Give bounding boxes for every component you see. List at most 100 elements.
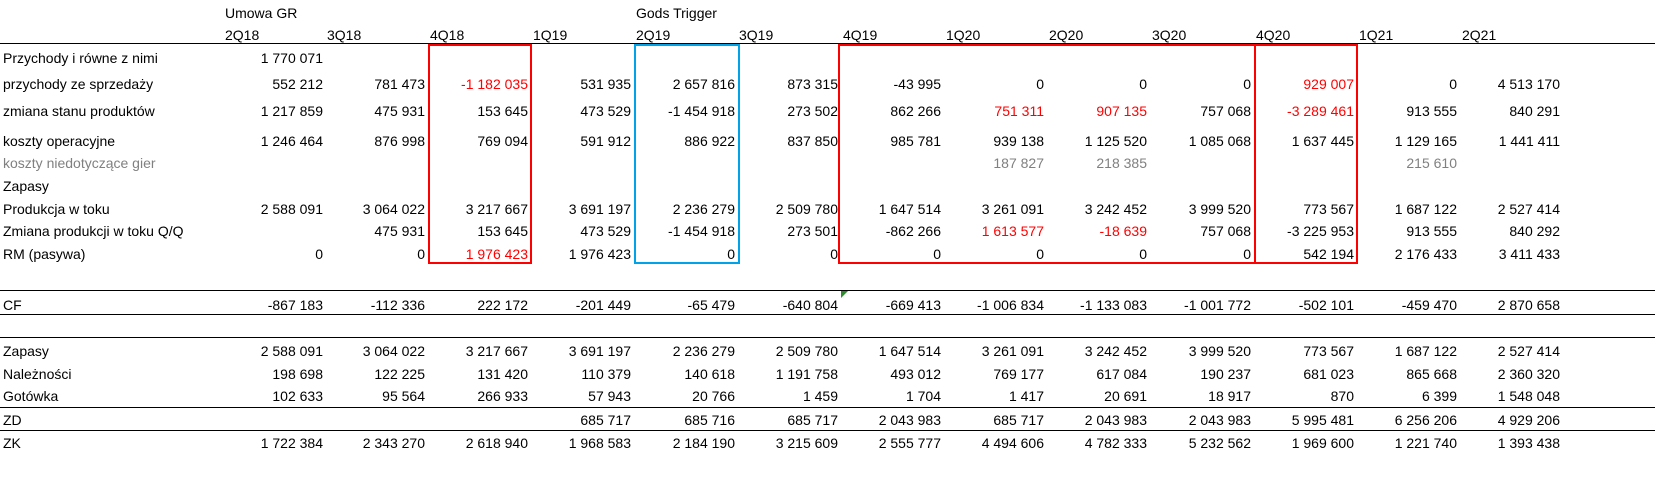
cell-zd-4Q19: 2 043 983: [878, 412, 941, 428]
cell-rm-pasywa-4Q18: 1 976 423: [465, 246, 528, 262]
cell-przychody-sprzedazy-1Q19: 531 935: [580, 76, 631, 92]
period-header-1Q21: 1Q21: [1359, 27, 1394, 43]
cell-rm-pasywa-3Q18: 0: [417, 246, 425, 262]
cell-koszty-operacyjne-3Q18: 876 998: [374, 133, 425, 149]
cell-zk-1Q20: 4 494 606: [981, 435, 1044, 451]
cell-zk-3Q19: 3 215 609: [775, 435, 838, 451]
cell-gotowka-1Q20: 1 417: [1008, 388, 1044, 404]
cell-zapasy-1Q20: 3 261 091: [981, 343, 1044, 359]
cell-gotowka-2Q19: 20 766: [692, 388, 735, 404]
cell-naleznosci-3Q20: 190 237: [1200, 366, 1251, 382]
cell-gotowka-3Q18: 95 564: [382, 388, 425, 404]
cell-zk-1Q21: 1 221 740: [1394, 435, 1457, 451]
cell-produkcja-w-toku-3Q19: 2 509 780: [775, 201, 838, 217]
cell-zapasy-2Q18: 2 588 091: [260, 343, 323, 359]
cell-przychody-sprzedazy-3Q19: 873 315: [787, 76, 838, 92]
cell-rm-pasywa-2Q18: 0: [315, 246, 323, 262]
cell-koszty-operacyjne-1Q21: 1 129 165: [1394, 133, 1457, 149]
row-label-zk: ZK: [3, 435, 21, 451]
cell-przychody-sprzedazy-2Q21: 4 513 170: [1497, 76, 1560, 92]
cell-zmiana-produkcji-3Q19: 273 501: [787, 223, 838, 239]
row-label-cf: CF: [3, 297, 22, 313]
period-header-2Q18: 2Q18: [225, 27, 260, 43]
cell-zapasy-2Q19: 2 236 279: [672, 343, 735, 359]
period-header-2Q21: 2Q21: [1462, 27, 1497, 43]
cell-produkcja-w-toku-1Q20: 3 261 091: [981, 201, 1044, 217]
cell-zmiana-produkcji-4Q19: -862 266: [885, 223, 941, 239]
row-label-rm-pasywa: RM (pasywa): [3, 246, 86, 262]
cell-zk-2Q19: 2 184 190: [672, 435, 735, 451]
cell-zapasy-3Q18: 3 064 022: [362, 343, 425, 359]
cell-naleznosci-2Q20: 617 084: [1096, 366, 1147, 382]
cell-zk-3Q20: 5 232 562: [1188, 435, 1251, 451]
cell-gotowka-4Q19: 1 704: [905, 388, 941, 404]
divider-cf-top: [0, 290, 1655, 291]
cell-zapasy-2Q21: 2 527 414: [1497, 343, 1560, 359]
cell-rm-pasywa-3Q20: 0: [1243, 246, 1251, 262]
cell-zk-3Q18: 2 343 270: [362, 435, 425, 451]
row-label-koszty-operacyjne: koszty operacyjne: [3, 133, 116, 149]
cell-naleznosci-1Q20: 769 177: [993, 366, 1044, 382]
cell-naleznosci-1Q19: 110 379: [581, 366, 631, 382]
cell-zd-2Q21: 4 929 206: [1497, 412, 1560, 428]
cell-koszty-niedot-1Q21: 215 610: [1406, 155, 1457, 171]
cell-zmiana-produkcji-3Q18: 475 931: [374, 223, 425, 239]
cell-rm-pasywa-4Q20: 542 194: [1303, 246, 1354, 262]
cell-gotowka-2Q18: 102 633: [272, 388, 323, 404]
cell-koszty-operacyjne-2Q21: 1 441 411: [1498, 133, 1560, 149]
cell-produkcja-w-toku-2Q18: 2 588 091: [260, 201, 323, 217]
cell-naleznosci-2Q18: 198 698: [272, 366, 323, 382]
cell-cf-3Q20: -1 001 772: [1184, 297, 1251, 313]
cell-rm-pasywa-1Q20: 0: [1036, 246, 1044, 262]
cell-zd-1Q19: 685 717: [580, 412, 631, 428]
period-header-4Q19: 4Q19: [843, 27, 878, 43]
cell-zmiana-stanu-4Q19: 862 266: [890, 103, 941, 119]
cell-cf-2Q20: -1 133 083: [1080, 297, 1147, 313]
row-label-zmiana-stanu: zmiana stanu produktów: [3, 103, 155, 119]
cell-przychody-sprzedazy-4Q19: -43 995: [893, 76, 941, 92]
cell-zd-2Q19: 685 716: [684, 412, 735, 428]
cell-cf-3Q18: -112 336: [370, 297, 425, 313]
cell-gotowka-4Q18: 266 933: [477, 388, 528, 404]
cell-gotowka-3Q19: 1 459: [802, 388, 838, 404]
cell-zmiana-stanu-1Q20: 751 311: [994, 103, 1044, 119]
period-header-1Q20: 1Q20: [946, 27, 981, 43]
divider-zapasy-top: [0, 337, 1655, 338]
cell-cf-4Q18: 222 172: [477, 297, 528, 313]
cell-produkcja-w-toku-4Q18: 3 217 667: [465, 201, 528, 217]
highlight-box-2q19: [634, 44, 740, 264]
cell-cf-1Q21: -459 470: [1401, 297, 1457, 313]
gods-trigger-label: Gods Trigger: [636, 5, 717, 21]
cell-koszty-operacyjne-3Q20: 1 085 068: [1188, 133, 1251, 149]
cell-koszty-operacyjne-4Q19: 985 781: [890, 133, 941, 149]
cell-koszty-operacyjne-2Q19: 886 922: [684, 133, 735, 149]
cell-koszty-operacyjne-1Q20: 939 138: [993, 133, 1044, 149]
cell-zk-2Q18: 1 722 384: [260, 435, 323, 451]
divider-zd-bottom: [0, 430, 1655, 431]
cell-rm-pasywa-2Q21: 3 411 433: [1498, 246, 1560, 262]
cell-naleznosci-1Q21: 865 668: [1406, 366, 1457, 382]
cell-zk-4Q20: 1 969 600: [1291, 435, 1354, 451]
row-label-zapasy-header: Zapasy: [3, 178, 49, 194]
cell-zmiana-stanu-1Q19: 473 529: [580, 103, 631, 119]
cell-koszty-operacyjne-1Q19: 591 912: [580, 133, 631, 149]
cell-zmiana-produkcji-1Q20: 1 613 577: [981, 223, 1044, 239]
cell-zd-3Q20: 2 043 983: [1188, 412, 1251, 428]
cell-zd-2Q20: 2 043 983: [1084, 412, 1147, 428]
row-label-zmiana-produkcji: Zmiana produkcji w toku Q/Q: [3, 223, 184, 239]
cell-koszty-operacyjne-2Q20: 1 125 520: [1084, 133, 1147, 149]
cell-naleznosci-4Q19: 493 012: [890, 366, 941, 382]
period-header-3Q18: 3Q18: [327, 27, 362, 43]
cell-gotowka-3Q20: 18 917: [1208, 388, 1251, 404]
cell-zmiana-produkcji-3Q20: 757 068: [1200, 223, 1251, 239]
cell-cf-1Q19: -201 449: [575, 297, 631, 313]
cell-gotowka-1Q21: 6 399: [1421, 388, 1457, 404]
cell-rm-pasywa-3Q19: 0: [830, 246, 838, 262]
cell-comment-indicator: [841, 291, 848, 298]
cell-koszty-operacyjne-4Q20: 1 637 445: [1291, 133, 1354, 149]
cell-zapasy-3Q20: 3 999 520: [1188, 343, 1251, 359]
cell-koszty-operacyjne-4Q18: 769 094: [477, 133, 528, 149]
cell-zmiana-produkcji-2Q21: 840 292: [1509, 223, 1560, 239]
cell-cf-2Q21: 2 870 658: [1497, 297, 1560, 313]
cell-przychody-sprzedazy-1Q21: 0: [1449, 76, 1457, 92]
